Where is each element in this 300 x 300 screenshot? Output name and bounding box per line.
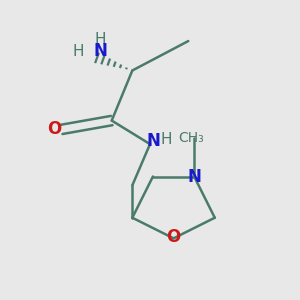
Text: N: N — [93, 42, 107, 60]
Text: H: H — [94, 32, 106, 47]
Text: N: N — [146, 132, 160, 150]
Text: N: N — [187, 167, 201, 185]
Text: O: O — [47, 120, 62, 138]
Text: O: O — [167, 228, 181, 246]
Text: H: H — [160, 132, 172, 147]
Text: CH₃: CH₃ — [178, 131, 204, 145]
Text: H: H — [72, 44, 84, 59]
